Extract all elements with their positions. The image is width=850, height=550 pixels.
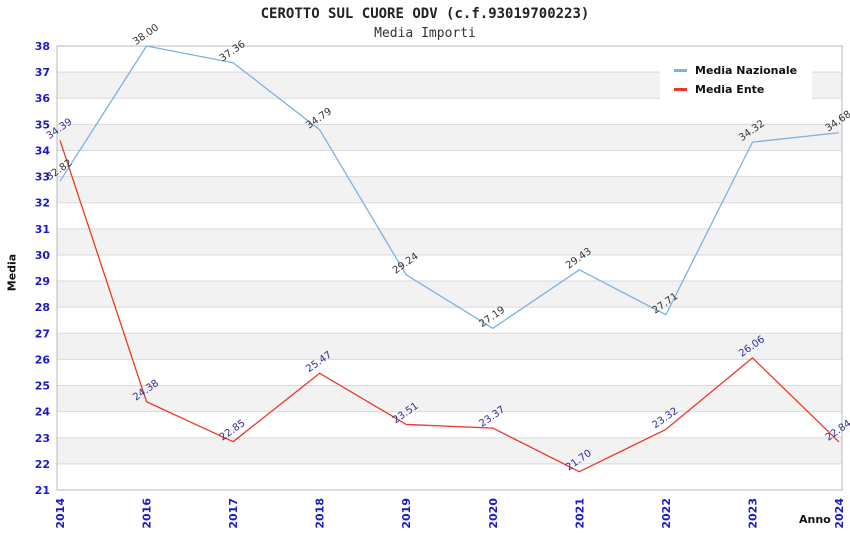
plot-band xyxy=(57,228,842,255)
plot-band xyxy=(57,124,842,151)
legend: Media Nazionale Media Ente xyxy=(660,56,812,104)
plot-band xyxy=(57,437,842,464)
legend-line-sample-blue-icon xyxy=(674,69,687,72)
x-axis-title: Anno xyxy=(799,513,831,526)
plot-band xyxy=(57,176,842,203)
x-tick-label: 2022 xyxy=(660,498,673,529)
y-tick-label: 24 xyxy=(35,406,51,419)
y-tick-label: 21 xyxy=(35,484,50,497)
chart-subtitle: Media Importi xyxy=(374,26,476,41)
series-line-1 xyxy=(59,140,840,473)
y-tick-label: 35 xyxy=(35,118,50,131)
legend-item-media-nazionale: Media Nazionale xyxy=(674,61,812,80)
series-line-0 xyxy=(59,45,840,329)
legend-line-sample-red-icon xyxy=(674,88,687,91)
y-tick-label: 32 xyxy=(35,197,50,210)
y-tick-label: 34 xyxy=(35,144,51,157)
y-tick-label: 36 xyxy=(35,92,51,105)
x-tick-label: 2019 xyxy=(400,498,413,529)
chart-title: CEROTTO SUL CUORE ODV (c.f.93019700223) xyxy=(260,6,590,22)
y-tick-label: 23 xyxy=(35,432,50,445)
y-tick-label: 25 xyxy=(35,380,50,393)
value-label: 37.36 xyxy=(218,39,248,64)
value-label: 27.19 xyxy=(477,305,507,330)
x-tick-label: 2017 xyxy=(227,498,240,529)
y-tick-label: 31 xyxy=(35,223,50,236)
y-tick-label: 27 xyxy=(35,327,50,340)
y-axis-title: Media xyxy=(5,253,19,292)
x-tick-label: 2016 xyxy=(141,498,154,529)
y-tick-label: 37 xyxy=(35,66,50,79)
plot-border xyxy=(56,45,843,491)
x-tick-label: 2024 xyxy=(833,498,846,529)
y-tick-label: 30 xyxy=(35,249,51,262)
legend-item-media-ente: Media Ente xyxy=(674,80,812,99)
y-tick-label: 22 xyxy=(35,458,50,471)
legend-label-media-ente: Media Ente xyxy=(695,83,765,96)
y-tick-label: 29 xyxy=(35,275,50,288)
x-tick-label: 2014 xyxy=(54,498,67,529)
x-tick-label: 2018 xyxy=(314,498,327,529)
legend-label-media-nazionale: Media Nazionale xyxy=(695,64,798,77)
plot-band xyxy=(57,385,842,412)
x-tick-label: 2023 xyxy=(746,498,759,529)
plot-band xyxy=(57,333,842,360)
y-tick-label: 26 xyxy=(35,353,51,366)
plot-band xyxy=(57,281,842,308)
x-tick-label: 2021 xyxy=(573,498,586,529)
y-tick-label: 33 xyxy=(35,171,50,184)
y-tick-label: 28 xyxy=(35,301,50,314)
y-tick-label: 38 xyxy=(35,40,50,53)
x-tick-label: 2020 xyxy=(487,498,500,529)
